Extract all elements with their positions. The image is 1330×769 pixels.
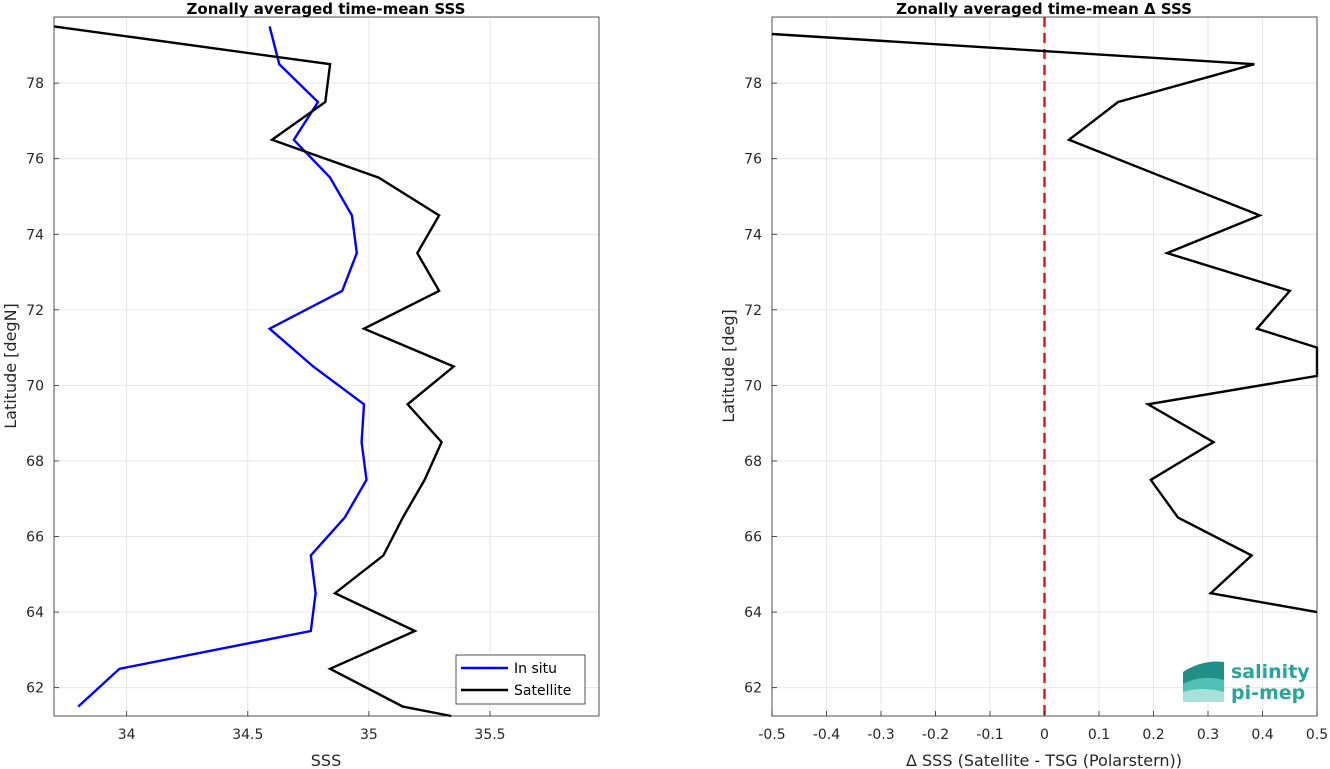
logo-text-pimep: pi-mep xyxy=(1231,682,1305,704)
left-plot-area xyxy=(54,17,599,716)
left-x-tick-label: 35 xyxy=(360,727,378,743)
left-x-tick-label: 35.5 xyxy=(474,727,505,743)
left-x-tick-label: 34.5 xyxy=(232,727,263,743)
right-chart-title: Zonally averaged time-mean Δ SSS xyxy=(896,0,1192,18)
right-ticks: -0.5 -0.4 -0.3 -0.2 -0.1 0 0.1 0.2 0.3 0.4 0.5 62 64… xyxy=(744,76,1328,743)
logo-wave-icon xyxy=(1183,661,1224,702)
right-x-tick-label: -0.4 xyxy=(813,727,840,743)
right-y-tick-label: 64 xyxy=(744,605,762,621)
right-y-tick-label: 76 xyxy=(744,152,762,168)
left-y-tick-label: 70 xyxy=(26,378,44,394)
right-x-tick-label: -0.1 xyxy=(976,727,1003,743)
legend-label-satellite: Satellite xyxy=(514,683,571,699)
right-y-axis-label: Latitude [deg] xyxy=(719,309,738,423)
right-y-tick-label: 62 xyxy=(744,681,762,697)
right-y-tick-label: 70 xyxy=(744,378,762,394)
left-x-axis-label: SSS xyxy=(311,751,341,769)
right-x-axis-label: Δ SSS (Satellite - TSG (Polarstern)) xyxy=(906,751,1182,769)
right-x-tick-label: 0 xyxy=(1040,727,1049,743)
legend-box xyxy=(455,654,586,705)
legend-label-in-situ: In situ xyxy=(514,661,557,677)
left-y-tick-label: 64 xyxy=(26,605,44,621)
left-ticks: 34 34.5 35 35.5 62 64 66 68 70 72 74 76 78 xyxy=(26,76,505,743)
right-axes-box xyxy=(771,16,1318,717)
right-x-tick-label: 0.2 xyxy=(1142,727,1164,743)
satellite-series-line xyxy=(53,25,456,718)
right-y-tick-label: 66 xyxy=(744,530,762,546)
logo-text-salinity: salinity xyxy=(1231,661,1310,683)
left-y-tick-label: 78 xyxy=(26,76,44,92)
left-panel: 34 34.5 35 35.5 62 64 66 68 70 72 74 76 78 Zonally a… xyxy=(1,0,600,769)
left-series-layer xyxy=(53,25,456,718)
left-axes-box xyxy=(53,16,600,717)
left-chart-title: Zonally averaged time-mean SSS xyxy=(187,0,466,18)
salinity-pimep-logo: salinity pi-mep xyxy=(1183,661,1310,704)
left-y-axis-label: Latitude [degN] xyxy=(1,303,20,429)
in-situ-series-line xyxy=(77,26,368,708)
right-y-tick-label: 78 xyxy=(744,76,762,92)
right-y-tick-label: 72 xyxy=(744,303,762,319)
left-y-tick-label: 66 xyxy=(26,530,44,546)
left-y-tick-label: 62 xyxy=(26,681,44,697)
right-panel: -0.5 -0.4 -0.3 -0.2 -0.1 0 0.1 0.2 0.3 0.4 0.5 62 64… xyxy=(719,0,1328,769)
right-x-tick-label: 0.3 xyxy=(1197,727,1219,743)
left-x-tick-label: 34 xyxy=(118,727,136,743)
left-y-tick-label: 68 xyxy=(26,454,44,470)
left-y-tick-label: 72 xyxy=(26,303,44,319)
right-y-tick-label: 68 xyxy=(744,454,762,470)
right-x-tick-label: 0.1 xyxy=(1088,727,1110,743)
right-x-tick-label: -0.3 xyxy=(867,727,894,743)
right-y-tick-label: 74 xyxy=(744,227,762,243)
right-x-tick-label: 0.4 xyxy=(1251,727,1273,743)
right-x-tick-label: 0.5 xyxy=(1306,727,1328,743)
right-x-tick-label: -0.5 xyxy=(758,727,785,743)
legend: In situ Satellite xyxy=(455,654,586,705)
left-y-tick-label: 76 xyxy=(26,152,44,168)
right-x-tick-label: -0.2 xyxy=(922,727,949,743)
left-y-tick-label: 74 xyxy=(26,227,44,243)
